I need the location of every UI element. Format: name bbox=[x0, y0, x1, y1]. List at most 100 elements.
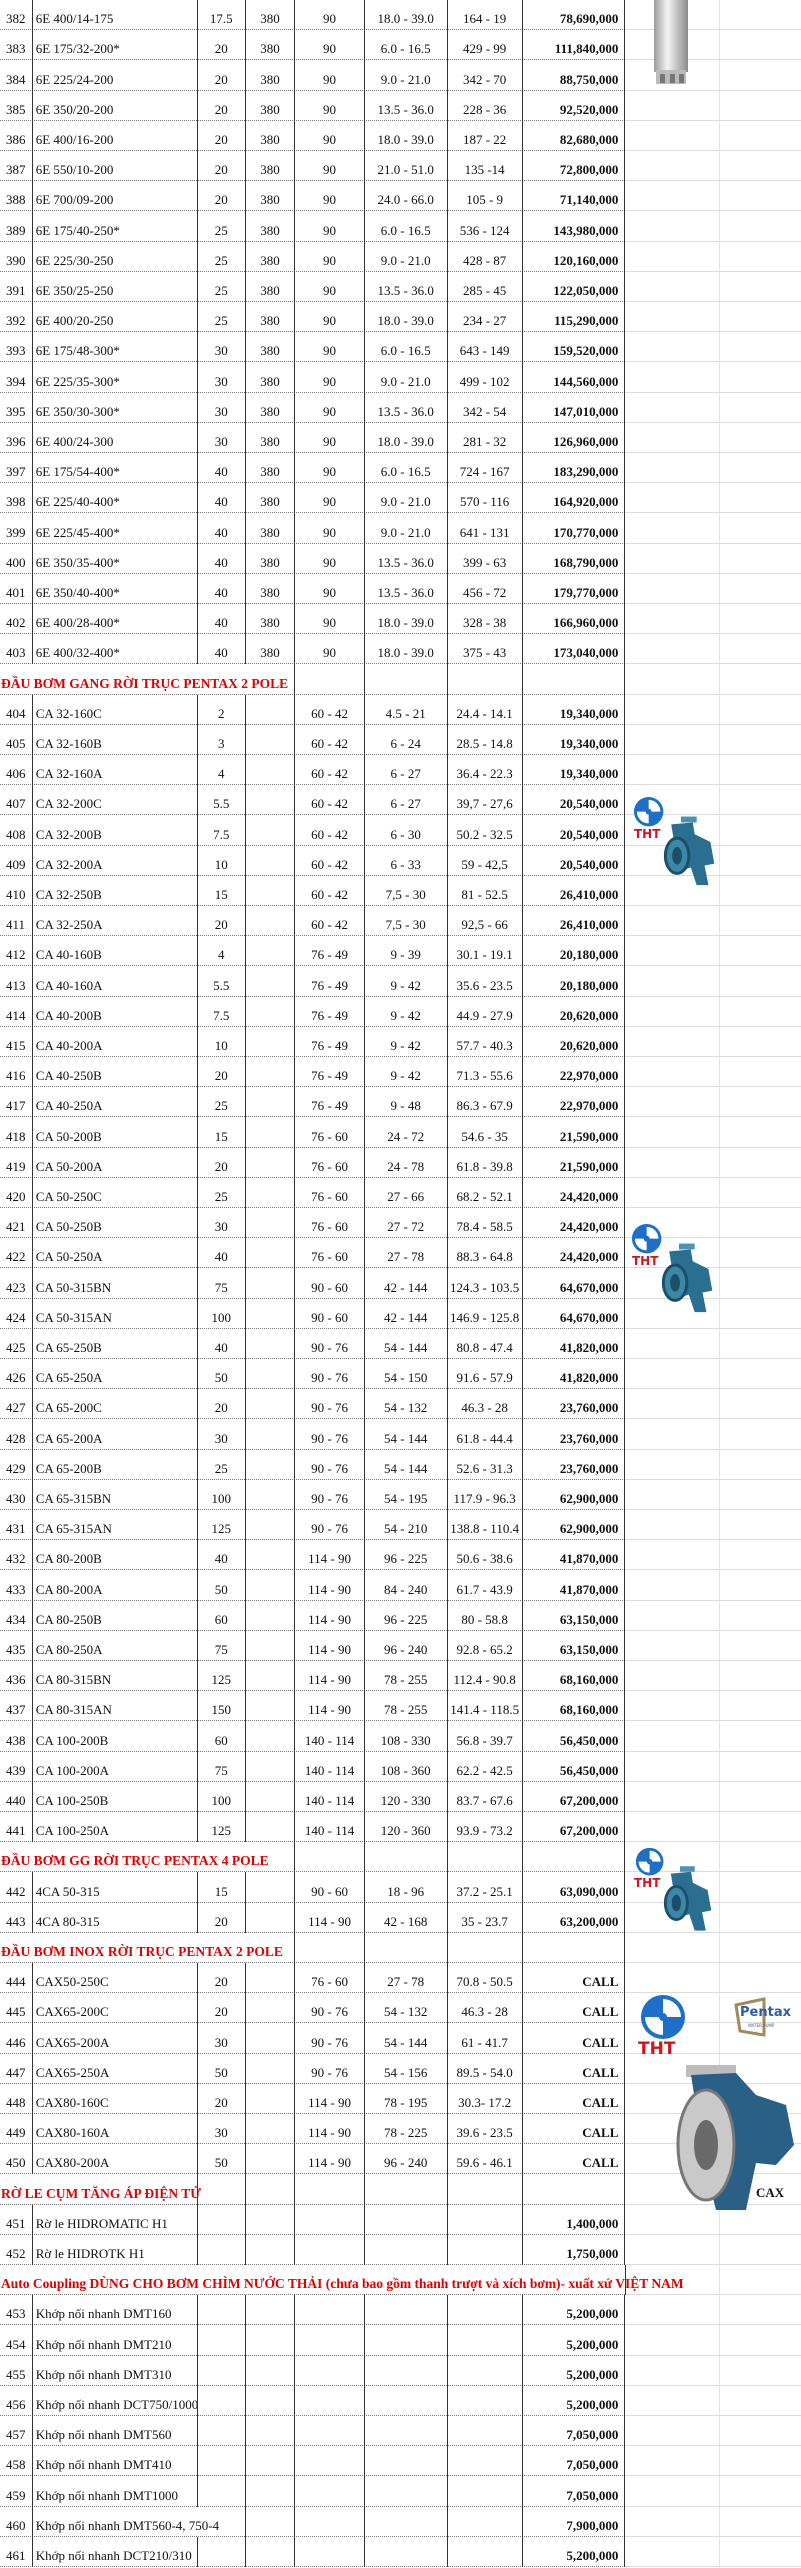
voltage-cell: 380 bbox=[244, 271, 295, 302]
table-row[interactable]: 445 CAX65-200C 20 90 - 76 54 - 132 46.3 - 28 C… bbox=[0, 1993, 801, 2024]
table-row[interactable]: 418 CA 50-200B 15 76 - 60 24 - 72 54.6 - 35 21… bbox=[0, 1117, 801, 1148]
table-row[interactable]: 440 CA 100-250B 100 140 - 114 120 - 330 83.7 … bbox=[0, 1781, 801, 1812]
table-row[interactable]: 438 CA 100-200B 60 140 - 114 108 - 330 56.8 -… bbox=[0, 1721, 801, 1752]
table-row[interactable]: 461 Khớp nối nhanh DCT210/310 5,200,000 bbox=[0, 2536, 801, 2567]
power-cell-text: 20 bbox=[214, 162, 228, 178]
row-number-text: 435 bbox=[6, 1641, 26, 1657]
table-row[interactable]: 412 CA 40-160B 4 76 - 49 9 - 39 30.1 - 19.1 20… bbox=[0, 936, 801, 967]
table-row[interactable]: 430 CA 65-315BN 100 90 - 76 54 - 195 117.9 - … bbox=[0, 1479, 801, 1510]
table-row[interactable]: 446 CAX65-200A 30 90 - 76 54 - 144 61 - 41.7 C… bbox=[0, 2023, 801, 2054]
table-row[interactable]: 434 CA 80-250B 60 114 - 90 96 - 225 80 - 58.8… bbox=[0, 1600, 801, 1631]
model-cell-text: Khớp nối nhanh DMT1000 bbox=[35, 2487, 178, 2503]
table-row[interactable]: 410 CA 32-250B 15 60 - 42 7,5 - 30 81 - 52.5 2… bbox=[0, 875, 801, 906]
table-row[interactable]: 427 CA 65-200C 20 90 - 76 54 - 132 46.3 - 28 2… bbox=[0, 1389, 801, 1420]
table-row[interactable]: 451 Rờ le HIDROMATIC H1 1,400,000 bbox=[0, 2204, 801, 2235]
table-row[interactable]: 392 6E 400/20-250 25 380 90 18.0 - 39.0 234 - … bbox=[0, 302, 801, 333]
spec-cell-b-text: 54 - 132 bbox=[384, 2004, 428, 2020]
table-row[interactable]: 460 Khớp nối nhanh DMT560-4, 750-4 7,900,0… bbox=[0, 2506, 801, 2537]
table-row[interactable]: 395 6E 350/30-300* 30 380 90 13.5 - 36.0 342 -… bbox=[0, 392, 801, 423]
table-row[interactable]: 383 6E 175/32-200* 20 380 90 6.0 - 16.5 429 - … bbox=[0, 30, 801, 61]
table-row[interactable]: 415 CA 40-200A 10 76 - 49 9 - 42 57.7 - 40.3 2… bbox=[0, 1026, 801, 1057]
table-row[interactable]: 417 CA 40-250A 25 76 - 49 9 - 48 86.3 - 67.9 2… bbox=[0, 1087, 801, 1118]
table-row[interactable]: 399 6E 225/45-400* 40 380 90 9.0 - 21.0 641 - … bbox=[0, 513, 801, 544]
table-row[interactable]: 403 6E 400/32-400* 40 380 90 18.0 - 39.0 375 -… bbox=[0, 634, 801, 665]
table-row[interactable]: 416 CA 40-250B 20 76 - 49 9 - 42 71.3 - 55.6 2… bbox=[0, 1057, 801, 1088]
row-number-text: 419 bbox=[6, 1158, 26, 1174]
table-row[interactable]: 387 6E 550/10-200 20 380 90 21.0 - 51.0 135 -1… bbox=[0, 151, 801, 182]
table-row[interactable]: 429 CA 65-200B 25 90 - 76 54 - 144 52.6 - 31.… bbox=[0, 1449, 801, 1480]
model-cell: CAX50-250C bbox=[31, 1963, 197, 1994]
table-row[interactable]: 400 6E 350/35-400* 40 380 90 13.5 - 36.0 399 -… bbox=[0, 543, 801, 574]
table-row[interactable]: 435 CA 80-250A 75 114 - 90 96 - 240 92.8 - 65… bbox=[0, 1630, 801, 1661]
table-row[interactable]: 425 CA 65-250B 40 90 - 76 54 - 144 80.8 - 47.… bbox=[0, 1328, 801, 1359]
table-row[interactable]: 419 CA 50-200A 20 76 - 60 24 - 78 61.8 - 39.8… bbox=[0, 1147, 801, 1178]
table-row[interactable]: 455 Khớp nối nhanh DMT310 5,200,000 bbox=[0, 2355, 801, 2386]
table-row[interactable]: 444 CAX50-250C 20 76 - 60 27 - 78 70.8 - 50.5… bbox=[0, 1963, 801, 1994]
power-cell-text: 10 bbox=[214, 1037, 228, 1053]
spec-cell-a: 114 - 90 bbox=[294, 1630, 364, 1661]
table-row[interactable]: 423 CA 50-315BN 75 90 - 60 42 - 144 124.3 - 1… bbox=[0, 1268, 801, 1299]
table-row[interactable]: 426 CA 65-250A 50 90 - 76 54 - 150 91.6 - 57.… bbox=[0, 1359, 801, 1390]
table-row[interactable]: 436 CA 80-315BN 125 114 - 90 78 - 255 112.4 -… bbox=[0, 1661, 801, 1692]
table-row[interactable]: 397 6E 175/54-400* 40 380 90 6.0 - 16.5 724 - … bbox=[0, 453, 801, 484]
table-row[interactable]: 452 Rờ le HIDROTK H1 1,750,000 bbox=[0, 2234, 801, 2265]
table-row[interactable]: 420 CA 50-250C 25 76 - 60 27 - 66 68.2 - 52.1… bbox=[0, 1177, 801, 1208]
table-row[interactable]: 398 6E 225/40-400* 40 380 90 9.0 - 21.0 570 - … bbox=[0, 483, 801, 514]
table-row[interactable]: 450 CAX80-200A 50 114 - 90 96 - 240 59.6 - 46… bbox=[0, 2144, 801, 2175]
table-row[interactable]: 421 CA 50-250B 30 76 - 60 27 - 72 78.4 - 58.5… bbox=[0, 1208, 801, 1239]
spec-cell-a: 90 - 76 bbox=[294, 1449, 364, 1480]
table-row[interactable]: 441 CA 100-250A 125 140 - 114 120 - 360 93.9 … bbox=[0, 1812, 801, 1843]
table-row[interactable]: 404 CA 32-160C 2 60 - 42 4.5 - 21 24.4 - 14.1… bbox=[0, 694, 801, 725]
table-row[interactable]: 413 CA 40-160A 5.5 76 - 49 9 - 42 35.6 - 23.5… bbox=[0, 966, 801, 997]
table-row[interactable]: 394 6E 225/35-300* 30 380 90 9.0 - 21.0 499 - … bbox=[0, 362, 801, 393]
table-row[interactable]: 385 6E 350/20-200 20 380 90 13.5 - 36.0 228 - … bbox=[0, 90, 801, 121]
table-row[interactable]: 389 6E 175/40-250* 25 380 90 6.0 - 16.5 536 - … bbox=[0, 211, 801, 242]
table-row[interactable]: 390 6E 225/30-250 25 380 90 9.0 - 21.0 428 - 8… bbox=[0, 241, 801, 272]
table-row[interactable]: 431 CA 65-315AN 125 90 - 76 54 - 210 138.8 - … bbox=[0, 1510, 801, 1541]
table-row[interactable]: 442 4CA 50-315 15 90 - 60 18 - 96 37.2 - 25.1… bbox=[0, 1872, 801, 1903]
table-row[interactable]: 384 6E 225/24-200 20 380 90 9.0 - 21.0 342 - 7… bbox=[0, 60, 801, 91]
table-row[interactable]: 456 Khớp nối nhanh DCT750/1000 5,200,000 bbox=[0, 2385, 801, 2416]
table-row[interactable]: 396 6E 400/24-300 30 380 90 18.0 - 39.0 281 - … bbox=[0, 422, 801, 453]
table-row[interactable]: 424 CA 50-315AN 100 90 - 60 42 - 144 146.9 - … bbox=[0, 1298, 801, 1329]
table-row[interactable]: 439 CA 100-200A 75 140 - 114 108 - 360 62.2 -… bbox=[0, 1751, 801, 1782]
table-row[interactable]: 405 CA 32-160B 3 60 - 42 6 - 24 28.5 - 14.8 19… bbox=[0, 724, 801, 755]
price-cell-text: 78,690,000 bbox=[559, 11, 619, 27]
table-row[interactable]: 391 6E 350/25-250 25 380 90 13.5 - 36.0 285 - … bbox=[0, 271, 801, 302]
model-cell: Rờ le HIDROTK H1 bbox=[31, 2234, 197, 2265]
table-row[interactable]: 414 CA 40-200B 7.5 76 - 49 9 - 42 44.9 - 27.9… bbox=[0, 996, 801, 1027]
spec-cell-c-text: 81 - 52.5 bbox=[461, 886, 508, 902]
table-row[interactable]: 409 CA 32-200A 10 60 - 42 6 - 33 59 - 42,5 20,… bbox=[0, 845, 801, 876]
table-row[interactable]: 457 Khớp nối nhanh DMT560 7,050,000 bbox=[0, 2416, 801, 2447]
table-row[interactable]: 402 6E 400/28-400* 40 380 90 18.0 - 39.0 328 -… bbox=[0, 604, 801, 635]
table-row[interactable]: 458 Khớp nối nhanh DMT410 7,050,000 bbox=[0, 2446, 801, 2477]
table-row[interactable]: 422 CA 50-250A 40 76 - 60 27 - 78 88.3 - 64.8… bbox=[0, 1238, 801, 1269]
table-row[interactable]: 459 Khớp nối nhanh DMT1000 7,050,000 bbox=[0, 2476, 801, 2507]
spec-cell-a-text: 90 - 60 bbox=[311, 1883, 348, 1899]
model-cell: 6E 400/28-400* bbox=[31, 604, 197, 635]
model-cell-text: 6E 225/45-400* bbox=[35, 524, 120, 540]
table-row[interactable]: 428 CA 65-200A 30 90 - 76 54 - 144 61.8 - 44.… bbox=[0, 1419, 801, 1450]
table-row[interactable]: 437 CA 80-315AN 150 114 - 90 78 - 255 141.4 -… bbox=[0, 1691, 801, 1722]
row-number-text: 445 bbox=[6, 2004, 26, 2020]
table-row[interactable]: 407 CA 32-200C 5.5 60 - 42 6 - 27 39,7 - 27,6… bbox=[0, 785, 801, 816]
power-cell-text: 75 bbox=[214, 1762, 228, 1778]
power-cell: 40 bbox=[196, 1328, 245, 1359]
table-row[interactable]: 382 6E 400/14-175 17.5 380 90 18.0 - 39.0 164 … bbox=[0, 0, 801, 31]
table-row[interactable]: 432 CA 80-200B 40 114 - 90 96 - 225 50.6 - 38… bbox=[0, 1540, 801, 1571]
table-row[interactable]: 433 CA 80-200A 50 114 - 90 84 - 240 61.7 - 43… bbox=[0, 1570, 801, 1601]
table-row[interactable]: 408 CA 32-200B 7.5 60 - 42 6 - 30 50.2 - 32.5… bbox=[0, 815, 801, 846]
section-header-row: Auto Coupling DÙNG CHO BƠM CHÌM NƯỚC THẢ… bbox=[0, 2265, 801, 2296]
table-row[interactable]: 453 Khớp nối nhanh DMT160 5,200,000 bbox=[0, 2295, 801, 2326]
table-row[interactable]: 447 CAX65-250A 50 90 - 76 54 - 156 89.5 - 54.… bbox=[0, 2053, 801, 2084]
model-cell-text: CA 65-200B bbox=[35, 1460, 102, 1476]
table-row[interactable]: 388 6E 700/09-200 20 380 90 24.0 - 66.0 105 - … bbox=[0, 181, 801, 212]
table-row[interactable]: 393 6E 175/48-300* 30 380 90 6.0 - 16.5 643 - … bbox=[0, 332, 801, 363]
table-row[interactable]: 454 Khớp nối nhanh DMT210 5,200,000 bbox=[0, 2325, 801, 2356]
row-number: 412 bbox=[0, 936, 32, 966]
table-row[interactable]: 443 4CA 80-315 20 114 - 90 42 - 168 35 - 23.7… bbox=[0, 1902, 801, 1933]
table-row[interactable]: 406 CA 32-160A 4 60 - 42 6 - 27 36.4 - 22.3 19… bbox=[0, 755, 801, 786]
table-row[interactable]: 401 6E 350/40-400* 40 380 90 13.5 - 36.0 456 -… bbox=[0, 573, 801, 604]
table-row[interactable]: 386 6E 400/16-200 20 380 90 18.0 - 39.0 187 - … bbox=[0, 120, 801, 151]
table-row[interactable]: 411 CA 32-250A 20 60 - 42 7,5 - 30 92,5 - 66 2… bbox=[0, 906, 801, 937]
